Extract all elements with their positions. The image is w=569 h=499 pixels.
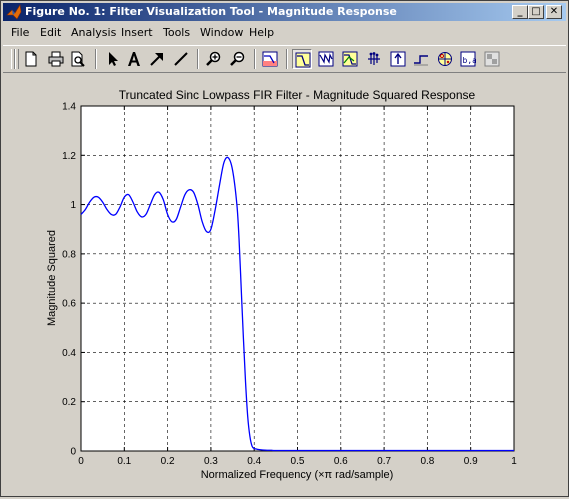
y-tick-label: 1 [70,200,76,211]
menu-edit[interactable]: Edit [40,26,62,39]
x-tick-label: 0.6 [334,456,348,467]
group-delay-icon [368,52,380,65]
x-axis-label: Normalized Frequency (×π rad/sample) [201,469,394,481]
zoom-out-icon [230,51,245,66]
insert-arrow-button[interactable] [147,49,167,69]
insert-line-button[interactable] [171,49,191,69]
print-button[interactable] [46,49,66,69]
toolbar-grip[interactable] [11,49,15,69]
magnitude-response-icon [295,52,311,68]
chart-title: Truncated Sinc Lowpass FIR Filter - Magn… [119,88,476,102]
magnitude-response-button[interactable] [292,49,312,69]
filter-coefficients-button[interactable]: b,a [458,49,478,69]
x-tick-label: 0.4 [247,456,261,467]
plot-area: 0 0.1 0.2 0.3 0.4 0.5 0.6 0.7 0.8 0.9 1 0 0.2 0.4 0.6 0… [1,81,568,499]
print-icon [48,51,64,67]
pole-zero-icon [438,52,452,66]
window-title: Figure No. 1: Filter Visualization Tool … [25,5,397,18]
toolbar-separator [95,49,97,69]
y-tick-label: 0.8 [62,249,76,260]
filter-info-button[interactable] [482,49,502,69]
insert-line-icon [174,52,188,66]
phase-response-icon [318,51,334,67]
insert-text-icon [128,52,140,66]
zoom-in-icon [206,51,221,66]
y-tick-label: 0 [70,447,76,458]
x-tick-label: 0.7 [377,456,391,467]
toolbar-separator [254,49,256,69]
x-tick-label: 1 [511,456,517,467]
zoom-out-button[interactable] [228,49,248,69]
toolbar: b,a [3,45,566,73]
phase-response-button[interactable] [316,49,336,69]
toolbar-grip-2[interactable] [15,49,19,69]
x-tick-label: 0.2 [161,456,175,467]
maximize-button[interactable]: □ [528,5,544,19]
matlab-logo-icon [6,4,22,20]
x-tick-label: 0.3 [204,456,218,467]
magnitude-response-chart[interactable]: 0 0.1 0.2 0.3 0.4 0.5 0.6 0.7 0.8 0.9 1 0 0.2 0.4 0.6 0… [1,81,568,496]
close-button[interactable]: ✕ [546,5,562,19]
menu-file[interactable]: File [11,26,30,39]
print-preview-icon [71,51,85,67]
step-response-button[interactable] [411,49,431,69]
menu-help[interactable]: Help [249,26,275,39]
step-response-icon [414,55,428,66]
edit-plot-button[interactable] [102,49,122,69]
toolbar-separator [197,49,199,69]
title-bar[interactable]: Figure No. 1: Filter Visualization Tool … [3,3,566,21]
x-tick-label: 0.1 [117,456,131,467]
new-file-icon [25,51,37,67]
x-tick-label: 0.8 [420,456,434,467]
y-tick-label: 0.4 [62,348,76,359]
menu-analysis[interactable]: Analysis [71,26,117,39]
magnitude-response-line [80,156,514,452]
insert-text-button[interactable] [124,49,144,69]
x-tick-label: 0.5 [291,456,305,467]
menu-tools[interactable]: Tools [163,26,191,39]
filter-specs-button[interactable] [260,49,280,69]
group-delay-button[interactable] [364,49,384,69]
new-file-button[interactable] [21,49,41,69]
y-tick-label: 1.4 [62,102,76,113]
menu-window[interactable]: Window [200,26,244,39]
print-preview-button[interactable] [68,49,88,69]
magnitude-phase-button[interactable] [340,49,360,69]
y-tick-label: 1.2 [62,151,76,162]
filter-coefficients-icon: b,a [460,51,476,67]
y-tick-label: 0.2 [62,397,76,408]
magnitude-phase-icon [342,51,358,67]
x-tick-label: 0 [78,456,84,467]
x-tick-label: 0.9 [464,456,478,467]
insert-arrow-icon [150,53,163,66]
svg-text:b,a: b,a [463,56,477,65]
menu-bar: File Edit Analysis Insert Tools Window H… [3,23,566,43]
minimize-button[interactable]: _ [512,5,528,19]
toolbar-separator [286,49,288,69]
pole-zero-button[interactable] [435,49,455,69]
filter-info-icon [484,51,500,67]
y-axis-label: Magnitude Squared [46,230,58,326]
y-tick-label: 0.6 [62,299,76,310]
impulse-response-button[interactable] [388,49,408,69]
impulse-response-icon [390,51,406,67]
menu-insert[interactable]: Insert [121,26,153,39]
zoom-in-button[interactable] [204,49,224,69]
filter-specs-icon [262,51,278,67]
edit-plot-arrow-icon [109,52,118,66]
axes-background[interactable] [80,105,515,452]
